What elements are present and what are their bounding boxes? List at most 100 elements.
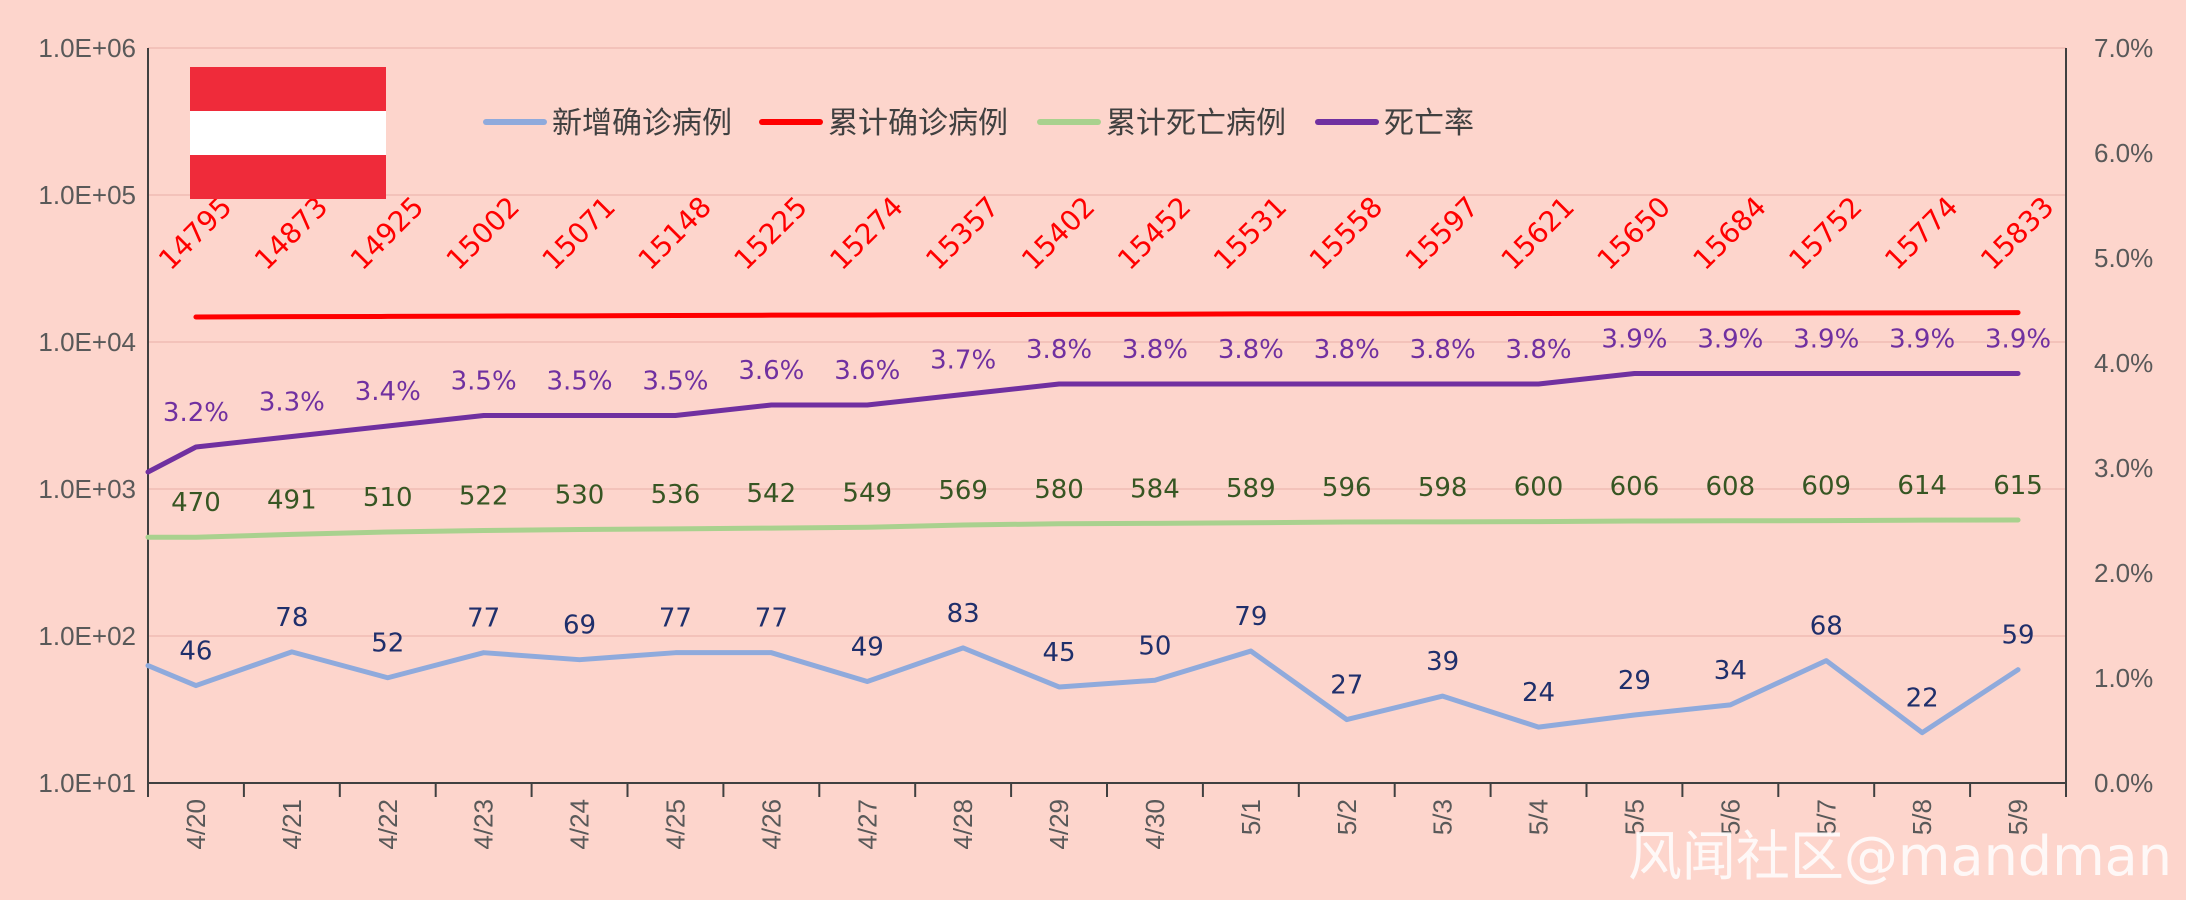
death-rate-data-label: 3.3% (259, 388, 325, 418)
death-rate-data-label: 3.8% (1122, 335, 1188, 365)
x-tick-label: 4/27 (852, 799, 882, 850)
right-tick-label: 4.0% (2094, 348, 2153, 378)
cumulative-cases-data-label: 14795 (152, 190, 238, 276)
cumulative-deaths-line (145, 517, 2021, 540)
new-cases-data-label: 83 (947, 599, 980, 629)
watermark: 风闻社区@mandman (1628, 825, 2172, 888)
right-tick-label: 2.0% (2094, 558, 2153, 588)
new-cases-data-label: 27 (1330, 671, 1363, 701)
death-rate-data-label: 3.9% (1793, 325, 1859, 355)
axes (147, 48, 2067, 797)
death-rate-data-label: 3.8% (1314, 335, 1380, 365)
cumulative-deaths-data-label: 596 (1322, 473, 1372, 503)
cumulative-deaths-data-label: 606 (1610, 472, 1660, 502)
cumulative-deaths-data-label: 491 (267, 485, 317, 515)
cumulative-cases-data-label: 15225 (727, 190, 813, 276)
death-rate-data-label: 3.7% (930, 346, 996, 376)
new-cases-data-label: 45 (1043, 638, 1076, 668)
death-rate-data-label: 3.2% (163, 398, 229, 428)
cumulative-cases-data-label: 15752 (1782, 190, 1868, 276)
new-cases-data-label: 69 (563, 611, 596, 641)
cumulative-deaths-data-label: 584 (1130, 474, 1180, 504)
death-rate-data-label: 3.8% (1506, 335, 1572, 365)
x-tick-label: 4/20 (181, 799, 211, 850)
death-rate-data-label: 3.8% (1218, 335, 1284, 365)
x-tick-label: 5/6 (1715, 799, 1745, 835)
flag-stripe-red (190, 67, 386, 111)
cumulative-deaths-legend-label: 累计死亡病例 (1106, 106, 1286, 141)
cumulative-deaths-data-label: 609 (1801, 472, 1851, 502)
series-labels: 46 78 52 77 69 77 77 49 83 45 50 79 27 39 24 29 34 68 22 59… (152, 190, 2060, 714)
x-axis-ticks: 4/20 4/21 4/22 4/23 4/24 4/25 4/26 4/27 4/28 4/29… (181, 799, 2033, 850)
gridlines (148, 47, 2066, 637)
right-axis-ticks: 0.0% 1.0% 2.0% 3.0% 4.0% 5.0% 6.0% 7.0% (2094, 33, 2153, 798)
cumulative-deaths-data-label: 608 (1706, 472, 1756, 502)
cumulative-cases-data-label: 15650 (1591, 190, 1677, 276)
cumulative-deaths-data-label: 615 (1993, 471, 2043, 501)
new-cases-data-label: 34 (1714, 656, 1747, 686)
cumulative-cases-line (193, 310, 2021, 320)
left-tick-label: 1.0E+01 (38, 768, 136, 798)
cumulative-cases-data-label: 14925 (344, 190, 430, 276)
cumulative-deaths-data-label: 549 (842, 478, 892, 508)
cumulative-cases-data-label: 15357 (919, 190, 1005, 276)
cumulative-cases-data-label: 15002 (440, 190, 526, 276)
cumulative-cases-data-label: 15402 (1015, 190, 1101, 276)
cumulative-deaths-data-label: 580 (1034, 475, 1084, 505)
cumulative-cases-data-label: 15684 (1686, 190, 1772, 276)
cumulative-cases-data-label: 15558 (1303, 190, 1389, 276)
new-cases-data-label: 78 (275, 603, 308, 633)
right-tick-label: 0.0% (2094, 768, 2153, 798)
x-tick-label: 5/1 (1236, 799, 1266, 835)
x-tick-label: 4/24 (565, 799, 595, 850)
cumulative-deaths-data-label: 530 (555, 481, 605, 511)
cumulative-cases-data-label: 15071 (536, 190, 622, 276)
cumulative-cases-data-label: 15833 (1974, 190, 2060, 276)
death-rate-data-label: 3.5% (547, 367, 613, 397)
cumulative-cases-data-label: 15274 (823, 190, 909, 276)
x-tick-label: 4/30 (1140, 799, 1170, 850)
left-tick-label: 1.0E+05 (38, 180, 136, 210)
new-cases-data-label: 77 (467, 604, 500, 634)
cumulative-deaths-data-label: 522 (459, 482, 509, 512)
right-tick-label: 5.0% (2094, 243, 2153, 273)
x-tick-label: 4/28 (948, 799, 978, 850)
left-tick-label: 1.0E+06 (38, 33, 136, 63)
x-tick-label: 4/29 (1044, 799, 1074, 850)
x-tick-label: 5/4 (1524, 799, 1554, 835)
new-cases-line (145, 645, 2021, 736)
new-cases-legend-label: 新增确诊病例 (552, 106, 732, 141)
legend: 新增确诊病例 累计确诊病例 累计死亡病例 死亡率 (483, 106, 1474, 141)
right-tick-label: 7.0% (2094, 33, 2153, 63)
death-rate-data-label: 3.9% (1697, 325, 1763, 355)
cumulative-cases-legend-label: 累计确诊病例 (828, 106, 1008, 141)
death-rate-data-label: 3.9% (1601, 325, 1667, 355)
x-tick-label: 4/23 (469, 799, 499, 850)
x-tick-label: 5/8 (1907, 799, 1937, 835)
cumulative-deaths-data-label: 470 (171, 488, 221, 518)
cumulative-cases-data-label: 15148 (632, 190, 718, 276)
x-tick-label: 4/21 (277, 799, 307, 850)
death-rate-data-label: 3.4% (355, 377, 421, 407)
new-cases-data-label: 22 (1906, 684, 1939, 714)
cumulative-deaths-data-label: 614 (1897, 471, 1947, 501)
new-cases-data-label: 79 (1234, 602, 1267, 632)
x-tick-label: 5/7 (1811, 799, 1841, 835)
death-rate-data-label: 3.9% (1889, 325, 1955, 355)
death-rate-data-label: 3.8% (1026, 335, 1092, 365)
cumulative-deaths-data-label: 536 (651, 480, 701, 510)
cumulative-deaths-data-label: 589 (1226, 474, 1276, 504)
cumulative-cases-data-label: 15774 (1878, 190, 1964, 276)
flag-stripe-white (190, 111, 386, 155)
left-tick-label: 1.0E+02 (38, 621, 136, 651)
new-cases-data-label: 77 (755, 604, 788, 634)
right-tick-label: 6.0% (2094, 138, 2153, 168)
new-cases-data-label: 39 (1426, 647, 1459, 677)
death-rate-legend-label: 死亡率 (1384, 106, 1474, 141)
cumulative-deaths-data-label: 569 (938, 476, 988, 506)
right-tick-label: 3.0% (2094, 453, 2153, 483)
new-cases-data-label: 59 (2002, 621, 2035, 651)
cumulative-cases-data-label: 14873 (248, 190, 334, 276)
